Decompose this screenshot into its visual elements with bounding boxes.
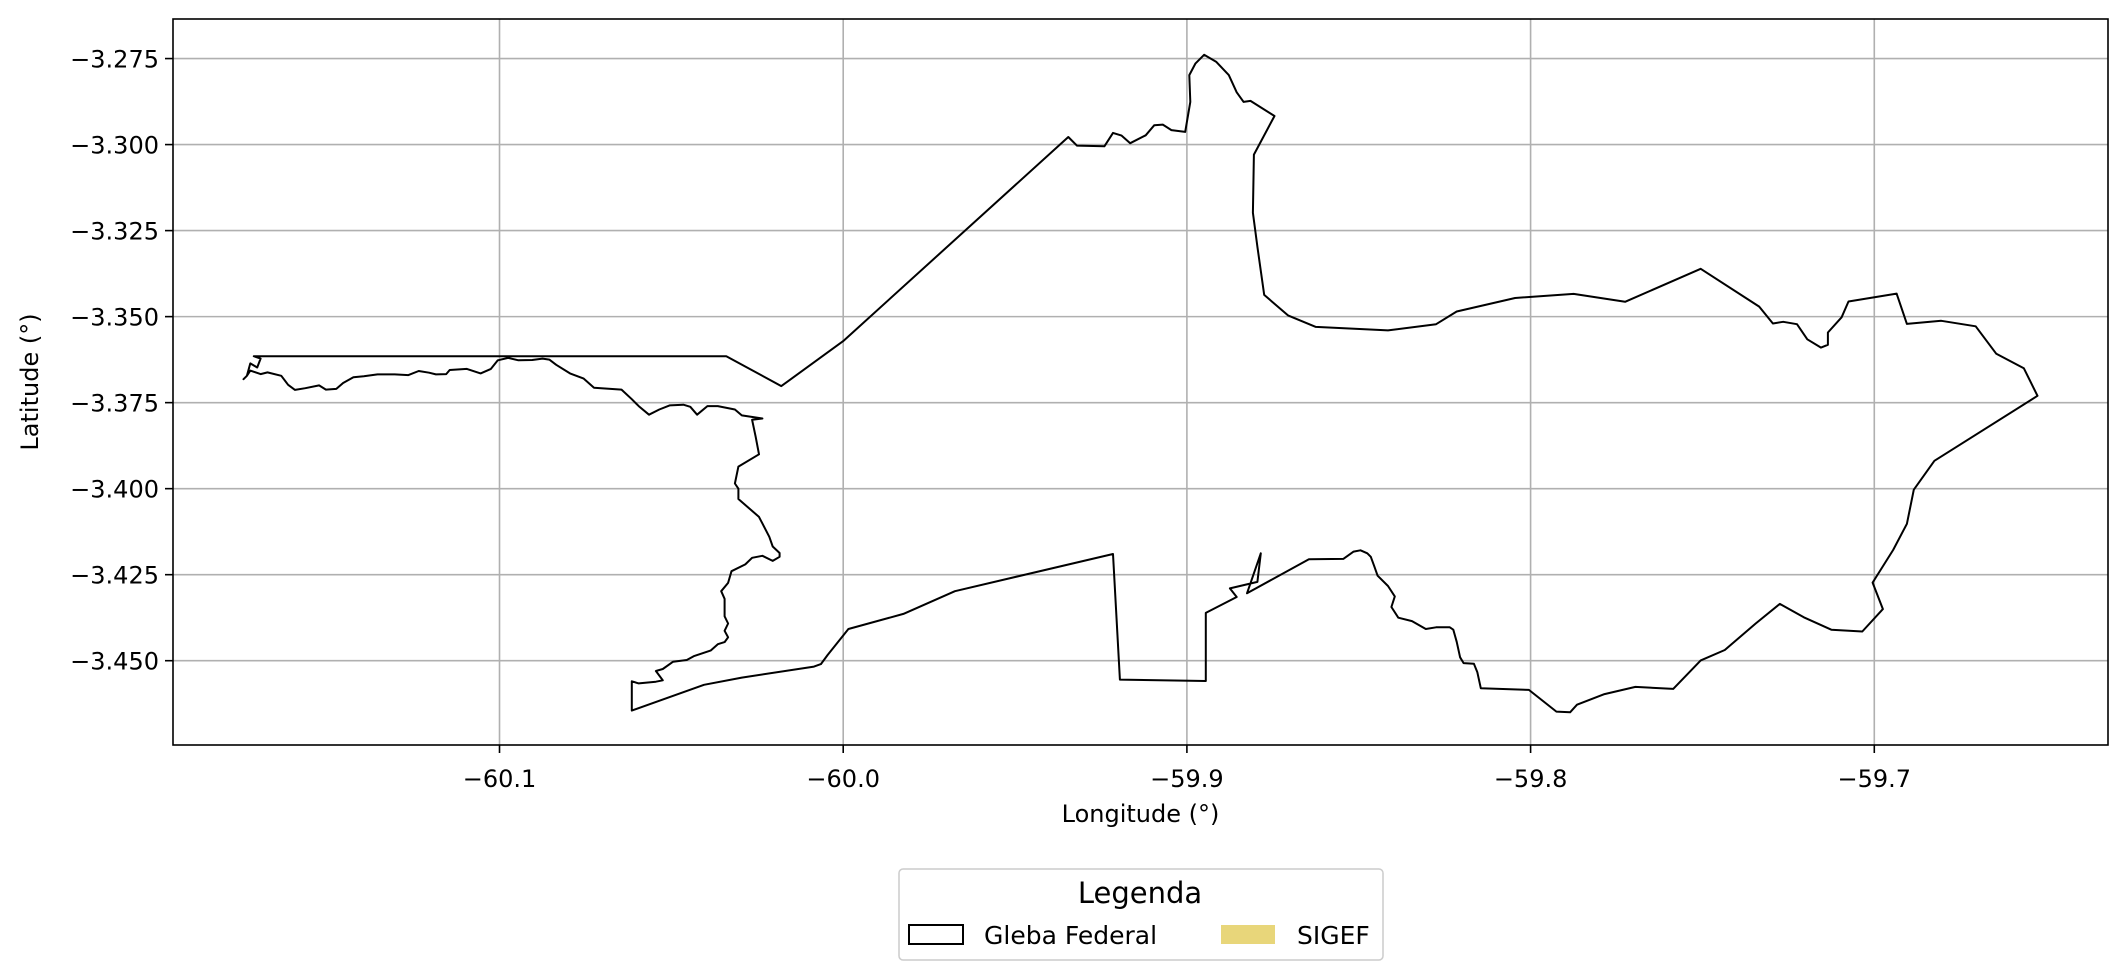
polygon-gleba-federal xyxy=(242,53,2039,714)
y-tick-label: −3.450 xyxy=(70,648,159,676)
plot-frame xyxy=(172,18,2109,746)
y-axis-label: Latitude (°) xyxy=(16,313,44,450)
x-tick-label: −60.0 xyxy=(806,765,880,793)
legend-swatch-sigef xyxy=(1221,925,1275,944)
y-tick-label: −3.425 xyxy=(70,562,159,590)
y-tick-label: −3.375 xyxy=(70,390,159,418)
axis-ticks: −60.1 −60.0 −59.9 −59.8 −59.7 −3.275 −3.300 −3.… xyxy=(70,46,1911,793)
legend-label-gleba-federal: Gleba Federal xyxy=(984,921,1157,950)
legend-title: Legenda xyxy=(1078,876,1202,910)
x-tick-label: −59.7 xyxy=(1838,765,1912,793)
y-tick-label: −3.300 xyxy=(70,132,159,160)
x-tick-label: −60.1 xyxy=(463,765,537,793)
x-tick-label: −59.9 xyxy=(1150,765,1224,793)
gridlines xyxy=(173,19,2108,745)
legend-swatch-gleba-federal xyxy=(908,924,964,945)
y-tick-label: −3.400 xyxy=(70,476,159,504)
map-data xyxy=(242,53,2039,714)
y-tick-label: −3.275 xyxy=(70,46,159,74)
legend-label-sigef: SIGEF xyxy=(1297,921,1370,950)
y-tick-label: −3.350 xyxy=(70,304,159,332)
x-axis-label: Longitude (°) xyxy=(1062,800,1220,828)
x-tick-label: −59.8 xyxy=(1494,765,1568,793)
y-tick-label: −3.325 xyxy=(70,218,159,246)
legend: Legenda Gleba Federal SIGEF xyxy=(898,868,1384,961)
